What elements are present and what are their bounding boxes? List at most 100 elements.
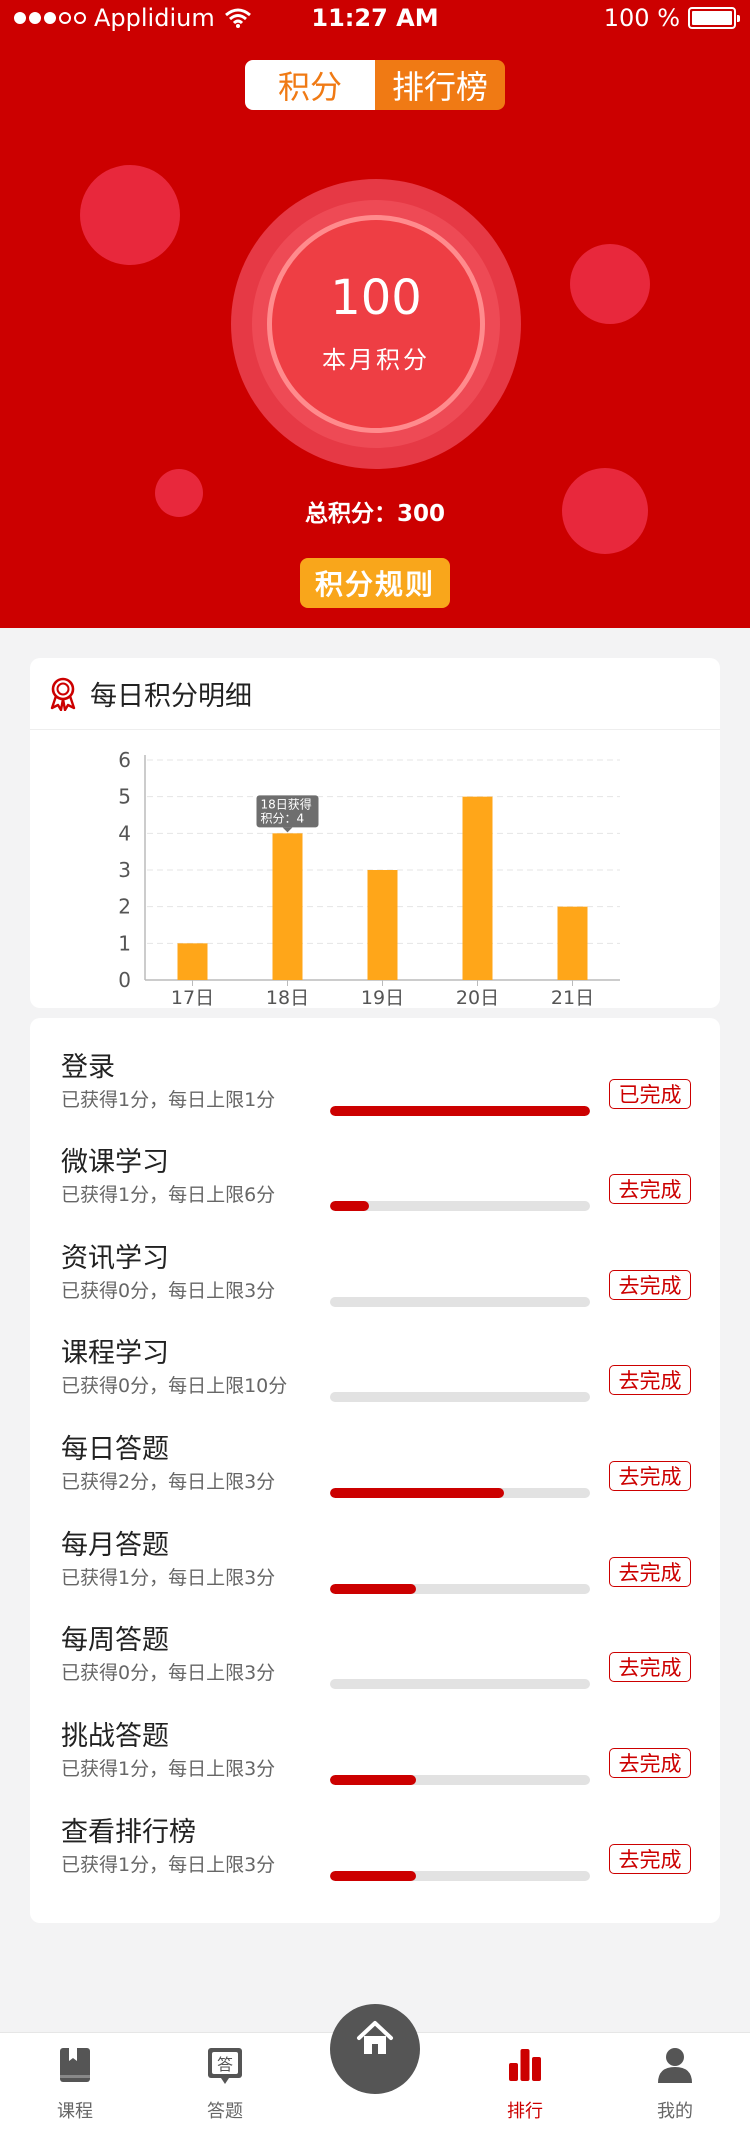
- task-name: 每月答题: [61, 1530, 169, 1561]
- task-name: 挑战答题: [61, 1721, 169, 1752]
- tooltip-box: [256, 795, 319, 828]
- task-progress-bar: [330, 1392, 590, 1402]
- task-action-button[interactable]: 去完成: [609, 1461, 691, 1491]
- task-desc: 已获得0分，每日上限3分: [61, 1280, 276, 1302]
- y-tick-label: 3: [118, 858, 131, 882]
- task-name: 登录: [61, 1052, 115, 1083]
- bar-17日: [177, 943, 208, 980]
- task-progress-bar: [330, 1871, 590, 1881]
- quiz-icon: 答: [208, 2048, 242, 2084]
- carrier-name: Applidium: [94, 4, 215, 32]
- task-progress-fill: [330, 1201, 369, 1211]
- wifi-icon: [224, 8, 251, 28]
- y-tick-label: 6: [118, 748, 131, 772]
- bar-18日: [272, 833, 303, 980]
- month-points-label: 本月积分: [322, 346, 430, 374]
- points-rules-button[interactable]: 积分规则: [300, 558, 450, 608]
- task-name: 查看排行榜: [61, 1817, 196, 1848]
- y-tick-label: 0: [118, 968, 131, 992]
- decor-bubble: [80, 165, 180, 265]
- task-progress-bar: [330, 1775, 590, 1785]
- tab-leaderboard[interactable]: 排行榜: [375, 60, 505, 110]
- tab-profile[interactable]: 我的: [620, 2033, 730, 2129]
- task-row: 每月答题 已获得1分，每日上限3分 去完成: [30, 1523, 720, 1603]
- task-list: 登录 已获得1分，每日上限1分 已完成 微课学习 已获得1分，每日上限6分 去完成 资讯学习…: [30, 1018, 720, 1923]
- user-icon: [658, 2048, 692, 2083]
- battery-percent: 100 %: [603, 4, 680, 32]
- y-tick-label: 2: [118, 895, 131, 919]
- task-action-button[interactable]: 去完成: [609, 1174, 691, 1204]
- task-progress-fill: [330, 1775, 416, 1785]
- y-tick-label: 4: [118, 821, 131, 845]
- x-tick-label: 18日: [266, 987, 309, 1008]
- tooltip-line1: 18日获得: [261, 796, 312, 811]
- task-action-button[interactable]: 去完成: [609, 1652, 691, 1682]
- task-action-button[interactable]: 去完成: [609, 1844, 691, 1874]
- ranking-icon: [509, 2049, 541, 2081]
- task-desc: 已获得1分，每日上限3分: [61, 1758, 276, 1780]
- task-row: 资讯学习已获得0分，每日上限3分 去完成: [30, 1236, 720, 1316]
- task-action-button[interactable]: 去完成: [609, 1748, 691, 1778]
- x-tick-label: 20日: [456, 987, 499, 1008]
- decor-bubble: [155, 469, 203, 517]
- task-action-button[interactable]: 已完成: [609, 1079, 691, 1109]
- task-progress-bar: [330, 1297, 590, 1307]
- task-desc: 已获得1分，每日上限6分: [61, 1184, 276, 1206]
- tooltip-arrow: [282, 827, 293, 833]
- tab-label: 排行: [507, 2101, 543, 2122]
- task-progress-bar: [330, 1679, 590, 1689]
- status-left: Applidium: [14, 4, 251, 32]
- task-progress-fill: [330, 1106, 590, 1116]
- month-points-value: 100: [330, 270, 422, 326]
- tab-label: 首页: [357, 2100, 393, 2121]
- task-desc: 已获得1分，每日上限3分: [61, 1854, 276, 1876]
- task-row: 微课学习已获得1分，每日上限6分 去完成: [30, 1140, 720, 1220]
- tab-ranking[interactable]: 排行: [470, 2033, 580, 2129]
- decor-bubble: [562, 468, 648, 554]
- status-bar: Applidium 11:27 AM 100 %: [0, 0, 750, 40]
- tab-label: 课程: [57, 2101, 93, 2122]
- x-tick-label: 19日: [361, 987, 404, 1008]
- x-tick-label: 21日: [551, 987, 594, 1008]
- card-title: 每日积分明细: [90, 681, 252, 712]
- task-progress-bar: [330, 1488, 590, 1498]
- x-tick-label: 17日: [171, 987, 214, 1008]
- task-progress-fill: [330, 1584, 416, 1594]
- segmented-control: 积分 排行榜: [245, 60, 505, 110]
- task-row: 查看排行榜已获得1分，每日上限3分 去完成: [30, 1810, 720, 1890]
- points-ring-inner: [267, 215, 485, 433]
- task-progress-fill: [330, 1871, 416, 1881]
- book-icon: [60, 2048, 90, 2082]
- points-header: Applidium 11:27 AM 100 % 积分 排行榜 100 本月积分…: [0, 0, 750, 628]
- y-tick-label: 1: [118, 931, 131, 955]
- task-action-button[interactable]: 去完成: [609, 1365, 691, 1395]
- tab-label: 我的: [657, 2101, 693, 2122]
- tooltip-line2: 积分：4: [261, 811, 305, 825]
- daily-points-card: 每日积分明细 0 1 2 3 4 5 6 17日 18日 19日 20日 21日 18日获得 积分：4: [30, 658, 720, 1008]
- tab-label: 答题: [207, 2101, 243, 2122]
- tab-points[interactable]: 积分: [245, 60, 375, 110]
- battery-icon: [688, 7, 740, 29]
- task-progress-bar: [330, 1106, 590, 1116]
- status-right: 100 %: [603, 4, 740, 32]
- task-action-button[interactable]: 去完成: [609, 1270, 691, 1300]
- task-name: 微课学习: [61, 1147, 169, 1178]
- task-progress-bar: [330, 1201, 590, 1211]
- decor-bubble: [570, 244, 650, 324]
- total-points: 总积分：300: [304, 501, 445, 527]
- task-desc: 已获得1分，每日上限1分: [61, 1089, 276, 1111]
- tab-home[interactable]: 首页: [330, 2004, 420, 2122]
- task-desc: 已获得2分，每日上限3分: [61, 1471, 276, 1493]
- task-desc: 已获得0分，每日上限3分: [61, 1662, 276, 1684]
- tab-quiz[interactable]: 答 答题: [170, 2033, 280, 2129]
- task-action-button[interactable]: 去完成: [609, 1557, 691, 1587]
- task-name: 每日答题: [61, 1434, 169, 1465]
- tab-course[interactable]: 课程: [20, 2033, 130, 2129]
- task-progress-fill: [330, 1488, 505, 1498]
- task-name: 课程学习: [61, 1338, 169, 1369]
- bar-19日: [367, 870, 398, 980]
- task-name: 资讯学习: [61, 1243, 169, 1274]
- medal-icon: [50, 677, 76, 711]
- bar-21日: [557, 906, 588, 980]
